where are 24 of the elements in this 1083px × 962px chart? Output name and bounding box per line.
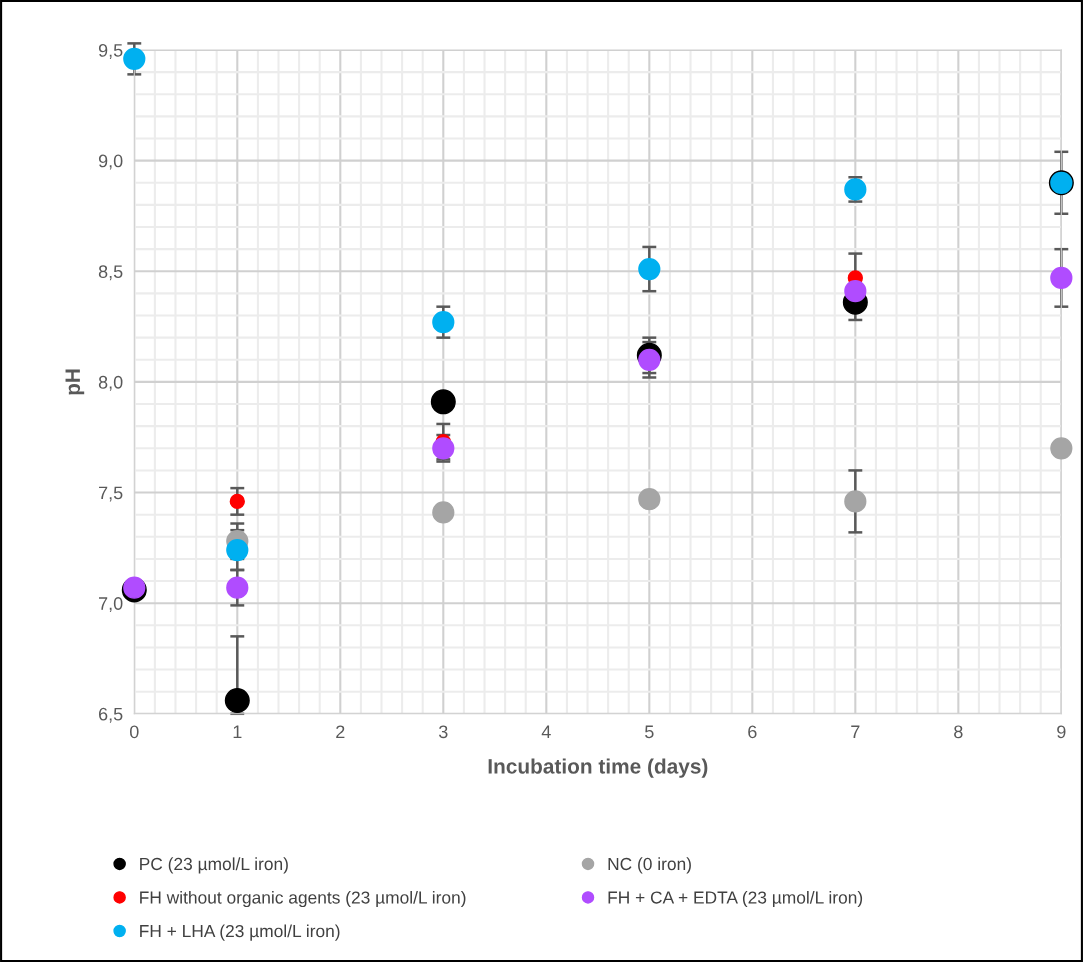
y-tick-label: 7,5 xyxy=(99,486,123,502)
legend-label: FH + CA + EDTA (23 µmol/L iron) xyxy=(608,890,863,908)
legend-label: FH without organic agents (23 µmol/L iron) xyxy=(140,890,466,908)
y-tick-label: 9,0 xyxy=(98,154,123,170)
x-tick-label: 8 xyxy=(954,725,963,739)
legend-label: NC (0 iron) xyxy=(608,857,691,874)
x-tick-label: 9 xyxy=(1057,725,1066,739)
x-tick-label: 5 xyxy=(645,725,654,739)
y-tick-label: 6,5 xyxy=(99,707,123,723)
x-axis-title: Incubation time (days) xyxy=(488,758,708,778)
x-tick-label: 2 xyxy=(336,725,345,738)
x-tick-label: 3 xyxy=(438,725,448,739)
legend-label: FH + LHA (23 µmol/L iron) xyxy=(140,924,340,941)
x-tick-label: 6 xyxy=(748,725,757,739)
x-tick-label: 0 xyxy=(129,725,139,739)
x-tick-label: 1 xyxy=(233,725,242,738)
y-tick-label: 8,0 xyxy=(98,375,123,391)
x-tick-label: 7 xyxy=(851,725,860,738)
y-tick-label: 7,0 xyxy=(99,597,123,613)
legend-label: PC (23 µmol/L iron) xyxy=(140,857,288,874)
y-tick-label: 8,5 xyxy=(98,265,123,281)
y-tick-label: 9,5 xyxy=(98,43,123,59)
y-axis-title: pH xyxy=(65,369,85,395)
x-tick-label: 4 xyxy=(541,725,551,738)
